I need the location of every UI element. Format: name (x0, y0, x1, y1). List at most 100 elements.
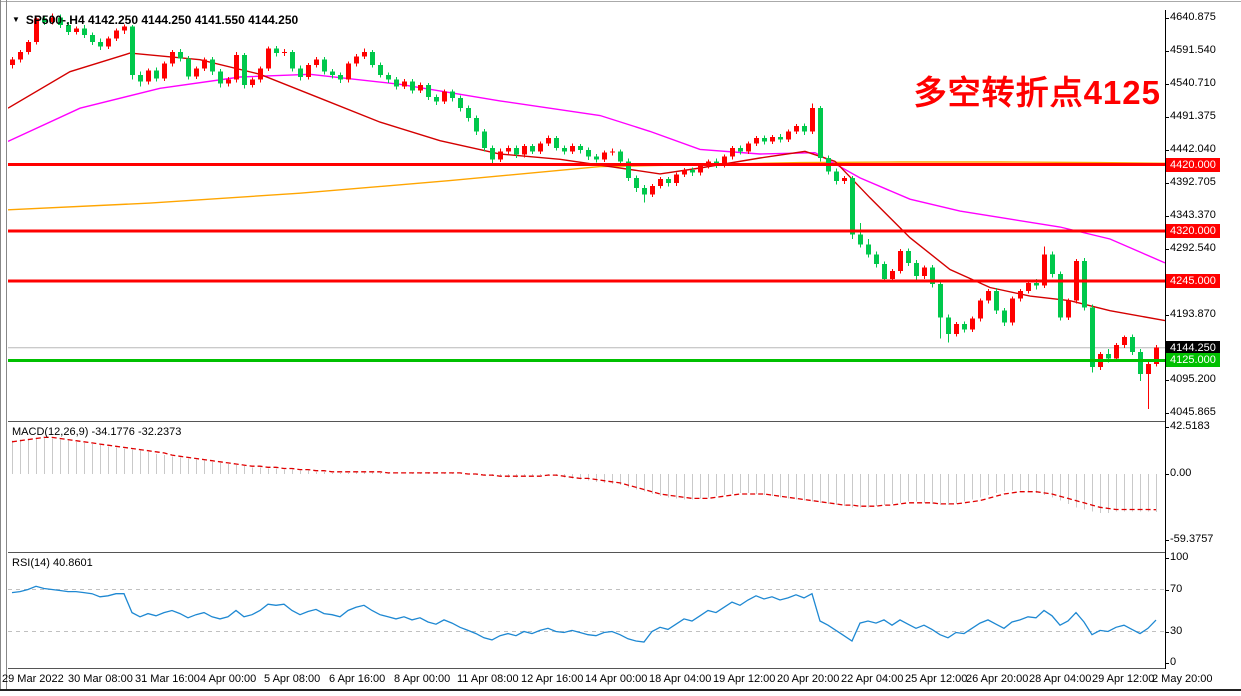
candle (442, 89, 447, 105)
candle (1082, 258, 1087, 311)
candle (18, 49, 23, 63)
candle (770, 134, 775, 145)
candle (298, 65, 303, 81)
x-axis-label: 4 Apr 00:00 (200, 673, 257, 685)
macd-label: MACD(12,26,9) -34.1776 -32.2373 (12, 426, 182, 438)
annotation-text: 多空转折点4125 (913, 74, 1161, 111)
candle (898, 248, 903, 274)
window-frame-top (0, 1, 1241, 2)
x-axis-label: 19 Apr 12:00 (713, 673, 776, 685)
separator-rsi-bottom (8, 668, 1166, 669)
x-axis-label: 18 Apr 04:00 (649, 673, 712, 685)
y-axis-label: 4392.705 (1170, 176, 1216, 188)
y-axis-tick (1165, 18, 1169, 19)
candle (594, 154, 599, 163)
candle (818, 106, 823, 162)
candle (802, 123, 807, 135)
y-axis-label: 0.00 (1170, 467, 1192, 479)
candle (1146, 361, 1151, 409)
candle (602, 150, 607, 162)
rsi-panel-svg[interactable] (8, 553, 1165, 668)
candle (426, 82, 431, 101)
candle (938, 281, 943, 339)
candle (482, 128, 487, 152)
candle (874, 251, 879, 268)
candle (674, 172, 679, 186)
candle (834, 168, 839, 185)
separator-main-macd[interactable] (8, 421, 1166, 422)
price-level-badge: 4320.000 (1166, 224, 1220, 238)
y-axis-tick (1165, 315, 1169, 316)
candle (610, 148, 615, 156)
collapse-chart-icon[interactable]: ▼ (12, 15, 20, 24)
candle (1018, 288, 1023, 302)
y-axis-label: 4193.870 (1170, 308, 1216, 320)
price-axis-line (1165, 10, 1166, 669)
candle (858, 223, 863, 248)
candle (218, 69, 223, 88)
y-axis-tick (1165, 632, 1169, 633)
candle (506, 145, 511, 155)
window-frame-left-outer (0, 0, 1, 690)
candle (450, 89, 455, 102)
candle (794, 124, 799, 135)
candle (762, 135, 767, 145)
candle (82, 25, 87, 38)
y-axis-tick (1165, 84, 1169, 85)
candle (962, 321, 967, 333)
candle (546, 135, 551, 147)
main-chart-svg[interactable] (8, 10, 1165, 421)
candle (434, 94, 439, 105)
candle (1026, 280, 1031, 294)
candle (170, 49, 175, 67)
candle (586, 147, 591, 160)
candle (570, 143, 575, 155)
candle (122, 24, 127, 34)
candle (1114, 343, 1119, 362)
candle (314, 57, 319, 68)
candle (658, 177, 663, 189)
candle (162, 61, 167, 81)
candle (530, 144, 535, 155)
candle (90, 32, 95, 46)
y-axis-tick (1165, 540, 1169, 541)
y-axis-label: 4491.375 (1170, 110, 1216, 122)
candle (490, 145, 495, 165)
candle (1002, 308, 1007, 326)
candle (458, 95, 463, 112)
candle (394, 77, 399, 90)
candle (282, 49, 287, 56)
macd-signal-line (11, 436, 1157, 511)
x-axis-label: 11 Apr 08:00 (457, 673, 519, 685)
x-axis-label: 30 Mar 08:00 (68, 673, 133, 685)
y-axis-label: 4292.540 (1170, 242, 1216, 254)
candle (354, 53, 359, 67)
y-axis-label: 100 (1170, 551, 1189, 563)
candle (410, 78, 415, 94)
candle (194, 66, 199, 79)
x-axis-label: 28 Apr 04:00 (1029, 673, 1092, 685)
candle (266, 46, 271, 72)
separator-macd-rsi[interactable] (8, 552, 1166, 553)
candle (666, 177, 671, 187)
candle (1066, 298, 1071, 320)
candle (578, 144, 583, 154)
window-bottom-bar (0, 689, 1241, 691)
y-axis-label: 4045.865 (1170, 406, 1216, 418)
price-level-badge: 4125.000 (1166, 353, 1220, 367)
candle (1130, 334, 1135, 356)
macd-panel-svg[interactable] (8, 422, 1165, 552)
candle (730, 146, 735, 160)
candle (810, 103, 815, 135)
x-axis-label: 6 Apr 16:00 (329, 673, 386, 685)
candle (130, 25, 135, 80)
candle (418, 82, 423, 93)
candle (882, 261, 887, 283)
y-axis-label: 4095.200 (1170, 373, 1216, 385)
y-axis-tick (1165, 474, 1169, 475)
ma-mid-line (8, 73, 1165, 264)
candle (866, 238, 871, 258)
x-axis-label: 29 Apr 12:00 (1092, 673, 1155, 685)
candle (210, 57, 215, 76)
x-axis-label: 5 Apr 08:00 (264, 673, 321, 685)
